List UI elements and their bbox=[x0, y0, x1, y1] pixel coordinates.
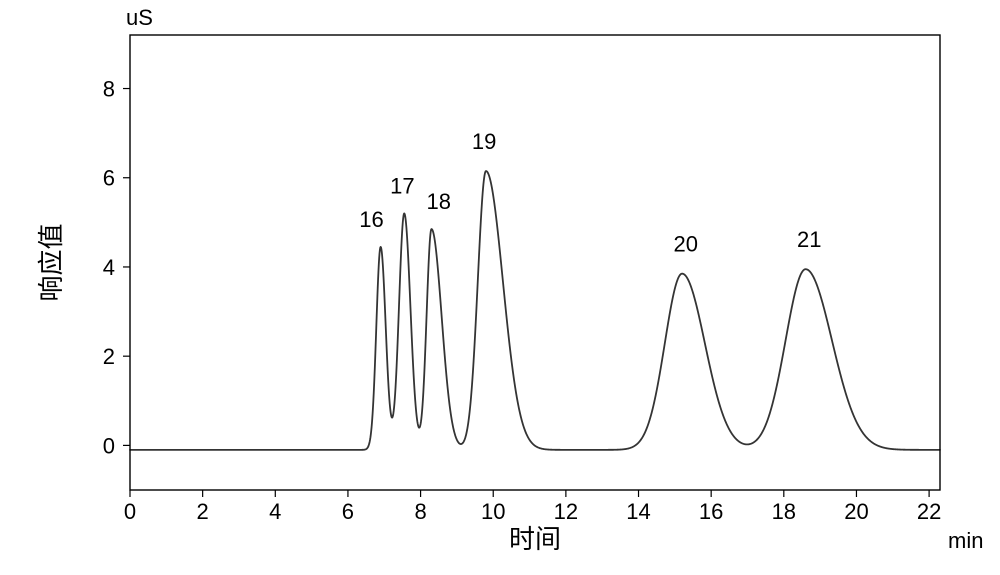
x-tick-label: 18 bbox=[772, 499, 796, 524]
x-tick-label: 14 bbox=[626, 499, 650, 524]
y-axis-label: 响应值 bbox=[36, 223, 66, 301]
y-tick-label: 8 bbox=[103, 77, 115, 102]
y-tick-label: 6 bbox=[103, 166, 115, 191]
y-tick-label: 2 bbox=[103, 344, 115, 369]
x-axis-unit: min bbox=[948, 528, 983, 553]
peak-label: 20 bbox=[673, 231, 697, 256]
peak-label: 17 bbox=[390, 173, 414, 198]
x-tick-label: 16 bbox=[699, 499, 723, 524]
y-axis-unit: uS bbox=[126, 5, 153, 30]
y-tick-label: 0 bbox=[103, 433, 115, 458]
chromatogram-chart: 0 2 4 6 8 10 12 14 16 18 20 22 0 2 4 6 8 时间 min 响应值 uS 16 17 18… bbox=[0, 0, 1000, 575]
chart-svg: 0 2 4 6 8 10 12 14 16 18 20 22 0 2 4 6 8 时间 min 响应值 uS 16 17 18… bbox=[0, 0, 1000, 575]
x-tick-label: 8 bbox=[414, 499, 426, 524]
x-tick-label: 2 bbox=[197, 499, 209, 524]
x-tick-label: 6 bbox=[342, 499, 354, 524]
y-tick-label: 4 bbox=[103, 255, 115, 280]
x-tick-label: 4 bbox=[269, 499, 281, 524]
x-tick-label: 0 bbox=[124, 499, 136, 524]
peak-label: 18 bbox=[427, 189, 451, 214]
x-axis-label: 时间 bbox=[509, 524, 561, 554]
peak-label: 16 bbox=[359, 207, 383, 232]
x-tick-label: 22 bbox=[917, 499, 941, 524]
peak-label: 21 bbox=[797, 227, 821, 252]
x-tick-label: 10 bbox=[481, 499, 505, 524]
x-tick-label: 12 bbox=[554, 499, 578, 524]
peak-label: 19 bbox=[472, 129, 496, 154]
x-tick-label: 20 bbox=[844, 499, 868, 524]
